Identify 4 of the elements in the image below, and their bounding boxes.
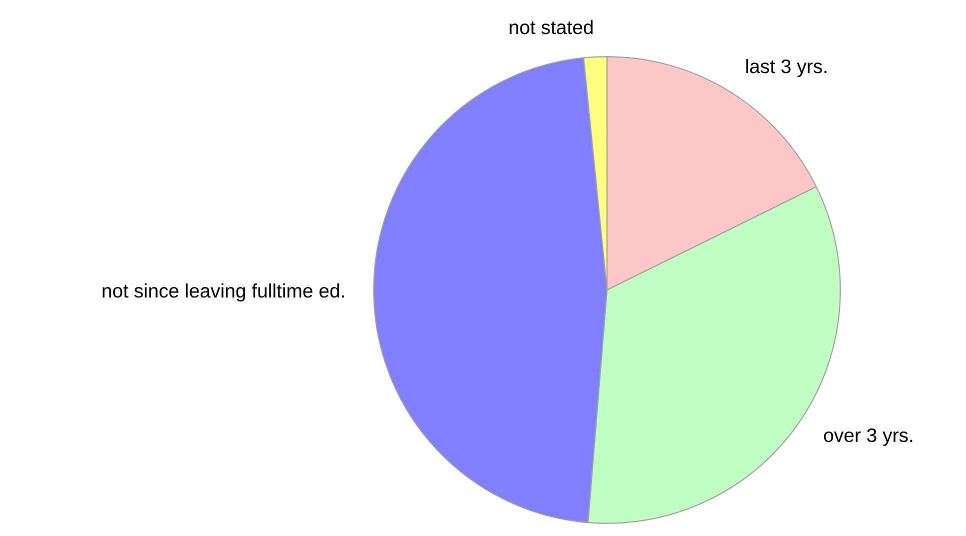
slice-label: not since leaving fulltime ed. bbox=[102, 283, 344, 302]
slice-label: over 3 yrs. bbox=[824, 428, 912, 446]
slice-label: not stated bbox=[510, 20, 593, 34]
slice-label: last 3 yrs. bbox=[746, 58, 826, 78]
